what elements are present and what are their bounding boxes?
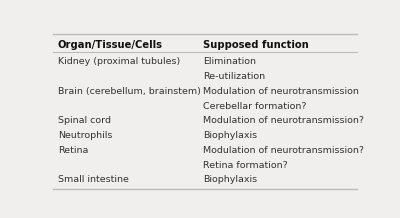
Text: Neutrophils: Neutrophils: [58, 131, 112, 140]
Text: Retina formation?: Retina formation?: [204, 161, 288, 170]
Text: Retina: Retina: [58, 146, 88, 155]
Text: Spinal cord: Spinal cord: [58, 116, 111, 125]
Text: Cerebellar formation?: Cerebellar formation?: [204, 102, 307, 111]
Text: Small intestine: Small intestine: [58, 175, 129, 184]
Text: Modulation of neurotransmission?: Modulation of neurotransmission?: [204, 146, 364, 155]
Text: Kidney (proximal tubules): Kidney (proximal tubules): [58, 57, 180, 66]
Text: Elimination: Elimination: [204, 57, 256, 66]
Text: Brain (cerebellum, brainstem): Brain (cerebellum, brainstem): [58, 87, 201, 96]
Text: Supposed function: Supposed function: [204, 40, 309, 50]
Text: Modulation of neurotransmission?: Modulation of neurotransmission?: [204, 116, 364, 125]
Text: Modulation of neurotransmission: Modulation of neurotransmission: [204, 87, 359, 96]
Text: Organ/Tissue/Cells: Organ/Tissue/Cells: [58, 40, 163, 50]
Text: Re-utilization: Re-utilization: [204, 72, 266, 81]
Text: Biophylaxis: Biophylaxis: [204, 131, 258, 140]
Text: Biophylaxis: Biophylaxis: [204, 175, 258, 184]
